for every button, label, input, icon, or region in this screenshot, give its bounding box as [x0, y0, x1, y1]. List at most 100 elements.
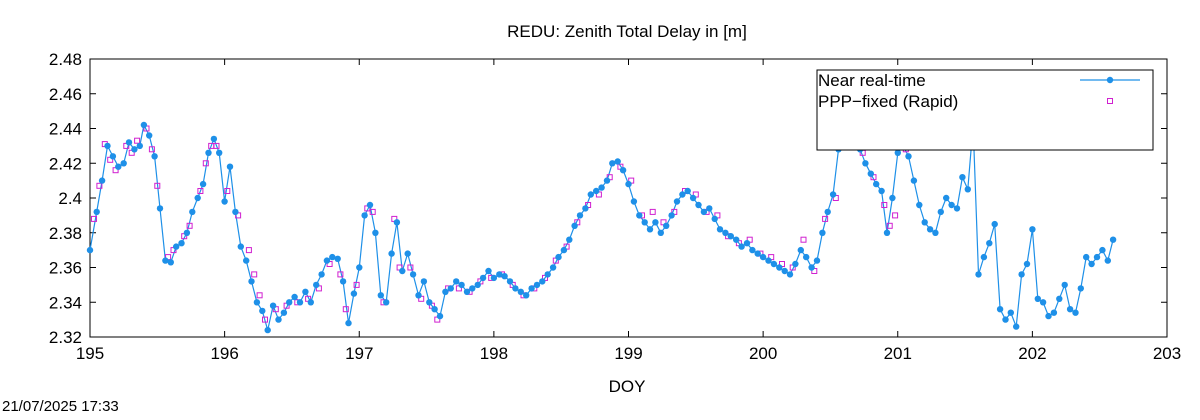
point-near-real-time — [738, 243, 745, 250]
point-near-real-time — [323, 257, 331, 264]
point-near-real-time — [943, 194, 950, 202]
point-near-real-time — [743, 240, 751, 247]
point-near-real-time — [146, 132, 153, 139]
point-near-real-time — [598, 184, 605, 191]
point-near-real-time — [894, 149, 901, 156]
point-near-real-time — [727, 233, 734, 240]
point-near-real-time — [959, 174, 966, 181]
point-near-real-time — [663, 222, 670, 229]
point-near-real-time — [953, 205, 961, 212]
point-near-real-time — [383, 299, 390, 306]
point-near-real-time — [711, 215, 718, 223]
point-near-real-time — [1072, 309, 1079, 316]
point-ppp-fixed — [186, 222, 193, 229]
point-near-real-time — [469, 285, 476, 292]
point-near-real-time — [221, 198, 228, 205]
point-near-real-time — [329, 253, 336, 261]
point-near-real-time — [104, 142, 111, 150]
point-near-real-time — [576, 212, 584, 219]
point-near-real-time — [878, 187, 885, 195]
y-tick-label: 2.38 — [49, 224, 82, 243]
x-tick-label: 199 — [614, 344, 642, 363]
point-near-real-time — [291, 293, 298, 301]
point-near-real-time — [932, 229, 939, 236]
point-near-real-time — [183, 229, 191, 236]
point-near-real-time — [1056, 295, 1063, 302]
point-near-real-time — [862, 160, 869, 167]
point-near-real-time — [205, 149, 212, 156]
point-near-real-time — [765, 257, 772, 264]
point-near-real-time — [916, 201, 923, 209]
point-near-real-time — [609, 160, 616, 167]
point-near-real-time — [93, 208, 100, 216]
point-near-real-time — [652, 219, 659, 226]
point-near-real-time — [1002, 316, 1009, 323]
point-near-real-time — [824, 208, 831, 216]
point-ppp-fixed — [649, 208, 656, 215]
point-ppp-fixed — [881, 202, 888, 208]
point-near-real-time — [1034, 295, 1042, 302]
point-near-real-time — [431, 306, 438, 313]
point-near-real-time — [420, 278, 428, 285]
point-near-real-time — [248, 278, 255, 285]
point-near-real-time — [120, 160, 127, 167]
point-near-real-time — [1061, 281, 1068, 289]
point-near-real-time — [722, 229, 729, 236]
point-ppp-fixed — [251, 271, 258, 278]
point-ppp-fixed — [154, 182, 161, 189]
y-tick-label: 2.44 — [49, 120, 82, 139]
point-near-real-time — [926, 226, 934, 233]
point-near-real-time — [646, 226, 654, 233]
point-near-real-time — [350, 290, 358, 297]
point-near-real-time — [1083, 253, 1090, 261]
point-near-real-time — [560, 246, 568, 254]
point-near-real-time — [517, 288, 524, 295]
point-near-real-time — [98, 177, 106, 184]
point-near-real-time — [668, 212, 675, 219]
point-near-real-time — [463, 288, 471, 295]
point-near-real-time — [453, 278, 460, 285]
point-near-real-time — [910, 177, 918, 184]
point-near-real-time — [140, 121, 148, 129]
y-tick-label: 2.34 — [49, 293, 82, 312]
point-near-real-time — [523, 292, 530, 299]
point-ppp-fixed — [353, 281, 360, 288]
point-near-real-time — [706, 205, 713, 212]
y-tick-label: 2.46 — [49, 85, 82, 104]
point-near-real-time — [549, 264, 557, 271]
x-tick-label: 200 — [749, 344, 777, 363]
point-near-real-time — [571, 222, 578, 229]
point-near-real-time — [1104, 257, 1112, 264]
point-near-real-time — [980, 253, 988, 261]
point-near-real-time — [996, 306, 1004, 313]
point-near-real-time — [905, 153, 912, 160]
point-near-real-time — [167, 259, 174, 266]
point-near-real-time — [964, 186, 971, 193]
legend-label-near-real-time: Near real-time — [818, 71, 926, 90]
point-near-real-time — [754, 250, 761, 257]
point-near-real-time — [937, 208, 944, 216]
point-near-real-time — [447, 285, 454, 292]
point-near-real-time — [695, 201, 702, 209]
point-near-real-time — [539, 278, 546, 285]
point-near-real-time — [280, 309, 288, 316]
point-near-real-time — [1039, 299, 1047, 306]
point-near-real-time — [808, 264, 815, 271]
point-near-real-time — [189, 208, 196, 216]
point-ppp-fixed — [822, 215, 829, 222]
y-tick-label: 2.42 — [49, 154, 82, 173]
point-near-real-time — [873, 180, 880, 188]
point-near-real-time — [657, 229, 664, 236]
point-near-real-time — [136, 142, 143, 150]
point-near-real-time — [636, 212, 643, 219]
point-near-real-time — [318, 271, 325, 278]
point-near-real-time — [151, 153, 158, 160]
point-near-real-time — [867, 170, 874, 177]
point-near-real-time — [377, 292, 384, 299]
point-near-real-time — [1088, 260, 1095, 268]
legend-label-ppp-fixed: PPP−fixed (Rapid) — [818, 92, 958, 111]
point-near-real-time — [986, 240, 993, 247]
point-ppp-fixed — [202, 160, 209, 167]
point-ppp-fixed — [892, 212, 899, 219]
point-ppp-fixed — [245, 247, 252, 254]
